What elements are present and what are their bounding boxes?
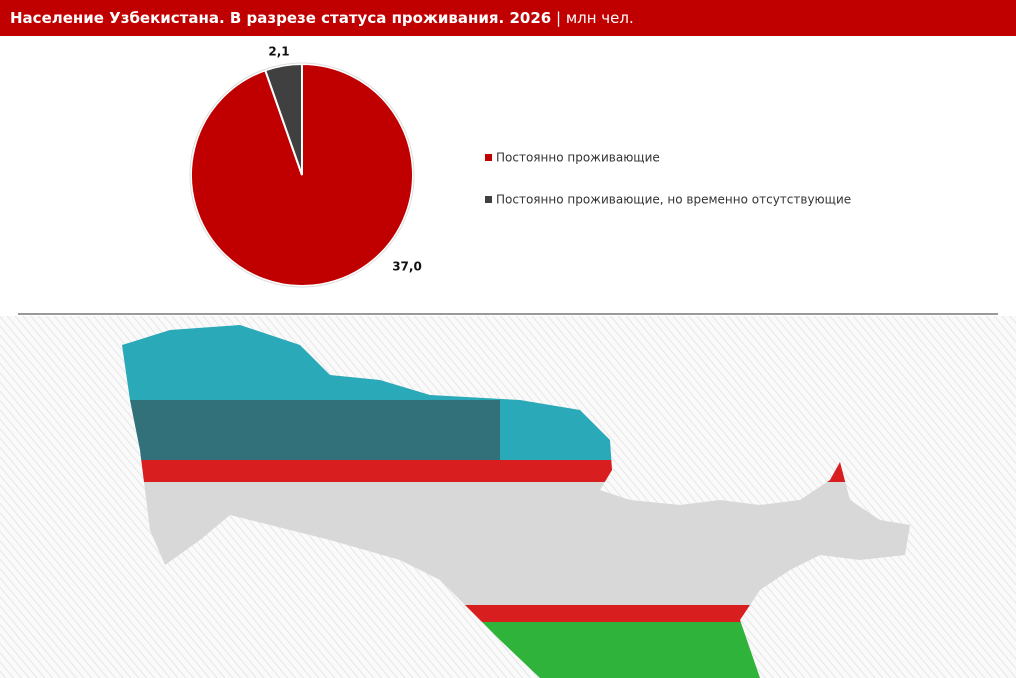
title-bar: Население Узбекистана. В разрезе статуса… [0,0,1016,36]
pie-outline [189,62,415,288]
unit: млн чел. [565,9,634,27]
chart-title: Население Узбекистана. В разрезе статуса… [10,9,552,27]
legend-label: Постоянно проживающие [496,151,660,165]
data-label: 2,1 [268,45,289,59]
legend-swatch [485,154,492,161]
pie-slice [263,62,303,176]
pie: 37,0 2,1 [189,45,422,288]
separator: | [555,9,562,27]
legend: Постоянно проживающие Постоянно проживающ… [485,151,851,207]
legend-label: Постоянно проживающие, но временно отсут… [496,193,851,207]
data-label: 37,0 [392,260,422,274]
legend-swatch [485,196,492,203]
